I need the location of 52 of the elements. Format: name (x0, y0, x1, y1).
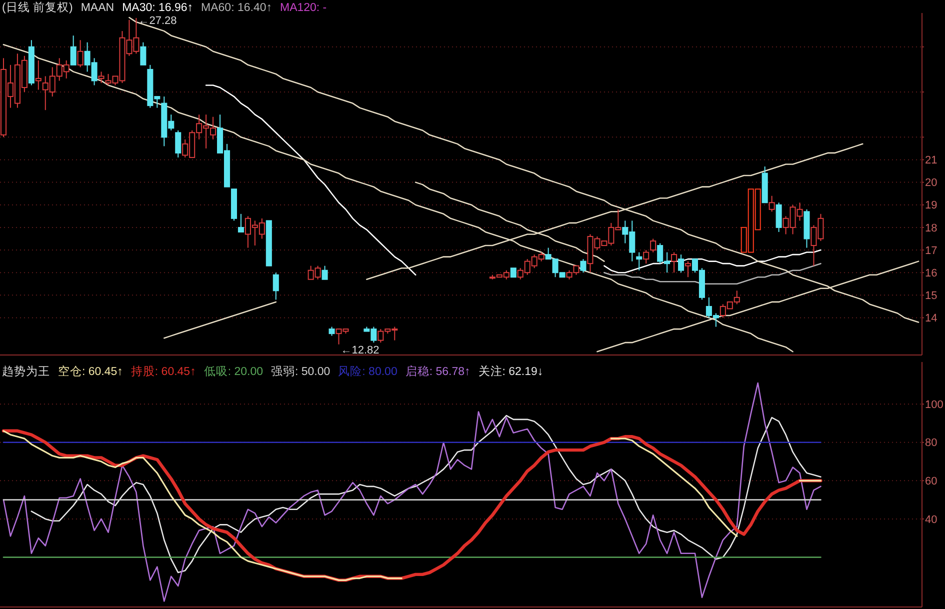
candlestick (684, 260, 692, 278)
text: 启稳: 56.78↑ (405, 364, 470, 378)
text: MA60: 16.40↑ (201, 2, 272, 14)
y-tick-label: 20 (925, 177, 938, 190)
candlestick (776, 202, 782, 232)
candlestick (671, 252, 678, 274)
candlestick (643, 250, 650, 264)
annotation: ←12.82 (340, 344, 380, 356)
candlestick (98, 71, 104, 84)
y-tick-label: 100 (925, 398, 944, 411)
y-tick-label: 17 (925, 244, 938, 257)
candlestick (272, 272, 279, 300)
y-tick-label: 14 (925, 312, 938, 325)
line-series (414, 182, 605, 262)
chart-title: 趋势为王 (2, 365, 50, 378)
candlestick (580, 258, 586, 274)
candlestick (175, 130, 182, 158)
y-tick-label: 80 (925, 437, 938, 450)
legend-label: MA120: - (280, 2, 327, 14)
chart-subtitle: MAAN (80, 2, 114, 14)
candlestick (328, 326, 335, 336)
y-tick-label: 16 (925, 267, 938, 280)
line-series (604, 262, 822, 285)
y-tick-label: 19 (925, 200, 938, 212)
candlestick (35, 60, 42, 90)
chart-title: (日线 前复权) (2, 1, 74, 14)
text: 风险: 80.00 (338, 365, 398, 378)
line-series (30, 414, 822, 574)
text: MA30: 16.96↑ (122, 2, 194, 14)
y-tick-label: 21 (925, 154, 938, 167)
text: 持股: 60.45↑ (130, 365, 196, 378)
y-tick-label: 15 (925, 290, 938, 302)
candlestick (322, 265, 328, 280)
candlestick (678, 254, 684, 274)
candlestick (510, 268, 516, 278)
candlestick (768, 195, 775, 212)
text: 低吸: 20.00 (204, 365, 264, 378)
y-tick-label: 40 (925, 514, 938, 526)
candlestick (650, 238, 656, 253)
text: 关注: 62.19↓ (478, 364, 544, 378)
candlestick (77, 40, 84, 68)
annotation: ←27.28 (138, 14, 177, 27)
y-tick-label: 60 (925, 476, 938, 488)
candlestick (238, 213, 244, 232)
candlestick (70, 35, 76, 66)
y-tick-label: 18 (925, 222, 938, 234)
candlestick (140, 42, 146, 66)
candlestick (636, 252, 642, 271)
line-series (2, 382, 822, 602)
text: 强弱: 50.00 (271, 365, 330, 378)
line-series (163, 301, 277, 339)
text: 空仓: 60.45↑ (58, 364, 123, 378)
